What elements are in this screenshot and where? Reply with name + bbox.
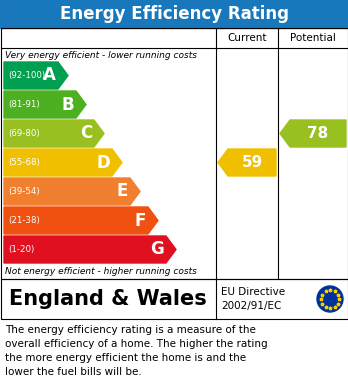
Text: A: A bbox=[43, 66, 56, 84]
Text: EU Directive
2002/91/EC: EU Directive 2002/91/EC bbox=[221, 287, 285, 310]
Polygon shape bbox=[218, 149, 276, 176]
Text: Not energy efficient - higher running costs: Not energy efficient - higher running co… bbox=[5, 267, 197, 276]
Text: The energy efficiency rating is a measure of the
overall efficiency of a home. T: The energy efficiency rating is a measur… bbox=[5, 325, 268, 377]
Polygon shape bbox=[4, 178, 140, 205]
Polygon shape bbox=[4, 91, 86, 118]
Polygon shape bbox=[4, 120, 104, 147]
Text: Potential: Potential bbox=[290, 33, 336, 43]
Text: (92-100): (92-100) bbox=[8, 71, 45, 80]
Text: 78: 78 bbox=[307, 126, 329, 141]
Polygon shape bbox=[4, 207, 158, 234]
Polygon shape bbox=[4, 62, 68, 89]
Text: England & Wales: England & Wales bbox=[9, 289, 207, 309]
Text: (81-91): (81-91) bbox=[8, 100, 40, 109]
Text: C: C bbox=[80, 124, 92, 142]
Text: Current: Current bbox=[227, 33, 267, 43]
Text: (69-80): (69-80) bbox=[8, 129, 40, 138]
Text: E: E bbox=[117, 183, 128, 201]
Text: D: D bbox=[96, 154, 110, 172]
Polygon shape bbox=[280, 120, 346, 147]
Polygon shape bbox=[4, 236, 176, 263]
Polygon shape bbox=[4, 149, 122, 176]
Text: Very energy efficient - lower running costs: Very energy efficient - lower running co… bbox=[5, 50, 197, 59]
Bar bbox=[0, 28, 348, 279]
Bar bbox=[0, 0, 348, 28]
Text: 59: 59 bbox=[242, 155, 263, 170]
Text: (1-20): (1-20) bbox=[8, 245, 34, 254]
Text: (55-68): (55-68) bbox=[8, 158, 40, 167]
Bar bbox=[0, 279, 348, 319]
Circle shape bbox=[317, 286, 343, 312]
Text: (39-54): (39-54) bbox=[8, 187, 40, 196]
Text: (21-38): (21-38) bbox=[8, 216, 40, 225]
Text: F: F bbox=[135, 212, 146, 230]
Text: B: B bbox=[61, 95, 74, 113]
Text: Energy Efficiency Rating: Energy Efficiency Rating bbox=[60, 5, 288, 23]
Text: G: G bbox=[150, 240, 164, 258]
